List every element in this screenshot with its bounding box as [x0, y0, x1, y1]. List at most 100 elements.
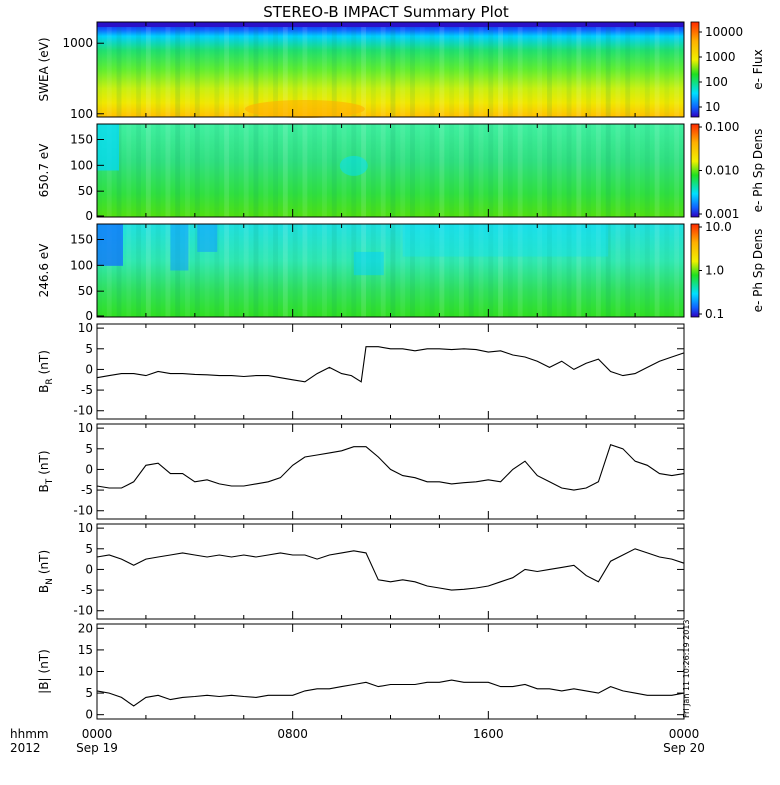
- heatmap-fill: [97, 22, 684, 117]
- heatmap-stripe: [547, 224, 552, 317]
- heatmap-stripe: [126, 22, 132, 117]
- heatmap-stripe: [439, 224, 445, 317]
- heatmap-stripe: [556, 124, 562, 217]
- heatmap-stripe: [224, 224, 230, 317]
- colorbar: [690, 21, 700, 118]
- colorbar-label: e- Ph Sp Dens: [751, 129, 765, 213]
- y-tick-label: 10: [78, 521, 93, 535]
- heatmap-stripe: [595, 124, 601, 217]
- series-line-n: [96, 548, 685, 591]
- heatmap-stripe: [145, 124, 151, 217]
- heatmap-low-patch: [170, 224, 189, 271]
- heatmap-stripe: [635, 124, 640, 217]
- heatmap-stripe: [204, 124, 210, 217]
- heatmap-stripe: [351, 22, 357, 117]
- heatmap-stripe: [116, 224, 122, 317]
- heatmap-stripe: [488, 22, 494, 117]
- heatmap-stripe: [605, 124, 611, 217]
- heatmap-stripe: [644, 224, 650, 317]
- y-axis-label-main: B: [37, 484, 51, 492]
- heatmap-stripe: [419, 224, 425, 317]
- heatmap-stripe: [322, 224, 327, 317]
- y-axis-label-main: B: [37, 385, 51, 393]
- x-tick-label: 0000: [82, 727, 113, 741]
- heatmap-stripe: [302, 22, 308, 117]
- heatmap-stripe: [155, 224, 161, 317]
- heatmap-stripe: [175, 22, 181, 117]
- x-axis-corner-label-top: hhmm: [10, 727, 49, 741]
- heatmap-stripe: [458, 224, 464, 317]
- heatmap-stripe: [566, 224, 572, 317]
- y-axis-label-unit: (nT): [37, 649, 51, 673]
- heatmap-stripe: [527, 224, 533, 317]
- y-tick-label: 150: [70, 233, 93, 247]
- heatmap-stripe: [615, 124, 621, 217]
- y-tick-label: 100: [70, 258, 93, 272]
- heatmap-stripe: [507, 224, 513, 317]
- y-axis-label-sub: R: [45, 378, 55, 384]
- panel-1: 10000 1000 100 10 e- Flux 1000 100 SWEA (eV): [37, 21, 765, 121]
- heatmap-stripe: [282, 124, 288, 217]
- heatmap-stripe: [449, 22, 455, 117]
- heatmap-stripe: [253, 124, 259, 217]
- heatmap-stripe: [380, 22, 386, 117]
- heatmap-low-patch: [197, 224, 218, 252]
- heatmap-stripe: [586, 124, 592, 217]
- heatmap-stripe: [136, 124, 142, 217]
- y-tick-label: -10: [73, 604, 93, 618]
- colorbar-tick-label: 1.0: [705, 264, 724, 278]
- heatmap-stripe: [370, 22, 376, 117]
- heatmap-stripe: [644, 124, 650, 217]
- heatmap-stripe: [498, 22, 504, 117]
- heatmap-stripe: [185, 22, 190, 117]
- y-axis-label-main: B: [37, 585, 51, 593]
- heatmap-stripe: [517, 124, 523, 217]
- heatmap-stripe: [478, 22, 484, 117]
- y-tick-label: 5: [85, 686, 93, 700]
- y-axis-label-unit: (nT): [37, 450, 51, 474]
- colorbar-tick-label: 10.0: [705, 220, 732, 234]
- heatmap-stripe: [654, 22, 660, 117]
- heatmap-fill: [97, 224, 684, 317]
- y-tick-label: 100: [70, 158, 93, 172]
- y-axis-label: BN (nT): [37, 550, 55, 593]
- heatmap-stripe: [292, 124, 298, 217]
- colorbar: [690, 123, 700, 218]
- y-tick-label: 15: [78, 643, 93, 657]
- heatmap-stripe: [233, 22, 239, 117]
- y-tick-label: 10: [78, 321, 93, 335]
- heatmap-stripe: [390, 124, 396, 217]
- heatmap-stripe: [605, 224, 611, 317]
- y-tick-label: 1000: [62, 36, 93, 50]
- heatmap-stripe: [400, 124, 406, 217]
- heatmap-stripe: [419, 124, 425, 217]
- heatmap-stripe: [253, 224, 259, 317]
- y-tick-label: 0: [85, 708, 93, 722]
- heatmap-stripe: [615, 22, 621, 117]
- heatmap-stripe: [214, 22, 220, 117]
- heatmap-low-patch: [402, 224, 609, 257]
- heatmap-stripe: [214, 124, 220, 217]
- heatmap-stripe: [478, 224, 484, 317]
- y-axis-label-sub: N: [45, 578, 55, 585]
- heatmap-stripe: [243, 124, 249, 217]
- heatmap-low-patch: [97, 124, 119, 171]
- heatmap-stripe: [664, 124, 670, 217]
- heatmap-stripe: [233, 124, 239, 217]
- y-tick-label: 0: [85, 309, 93, 323]
- heatmap-stripe: [654, 124, 660, 217]
- heatmap-stripe: [507, 124, 513, 217]
- x-tick-label: 0000: [669, 727, 700, 741]
- heatmap-stripe: [449, 124, 455, 217]
- heatmap-stripe: [488, 124, 494, 217]
- heatmap-stripe: [331, 124, 337, 217]
- panel-7: 20 15 10 5 0 |B| (nT): [37, 621, 685, 722]
- x-tick-date: Sep 19: [76, 741, 118, 755]
- heatmap-stripe: [674, 124, 680, 217]
- heatmap-stripe: [165, 22, 171, 117]
- heatmap-stripe: [547, 124, 552, 217]
- heatmap-stripe: [224, 124, 230, 217]
- heatmap-stripe: [165, 124, 171, 217]
- panel-frame: [96, 623, 685, 720]
